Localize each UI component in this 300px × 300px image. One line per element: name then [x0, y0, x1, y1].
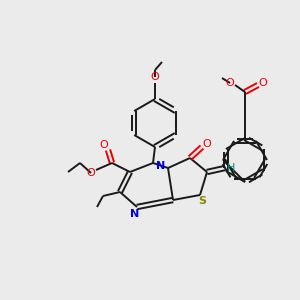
Text: O: O — [87, 168, 95, 178]
Text: O: O — [100, 140, 108, 150]
Text: S: S — [198, 196, 206, 206]
Text: O: O — [226, 78, 234, 88]
Text: O: O — [151, 72, 159, 82]
Text: O: O — [259, 78, 267, 88]
Text: H: H — [227, 163, 235, 173]
Text: N: N — [130, 209, 140, 219]
Text: O: O — [202, 139, 211, 149]
Text: N: N — [156, 161, 166, 171]
